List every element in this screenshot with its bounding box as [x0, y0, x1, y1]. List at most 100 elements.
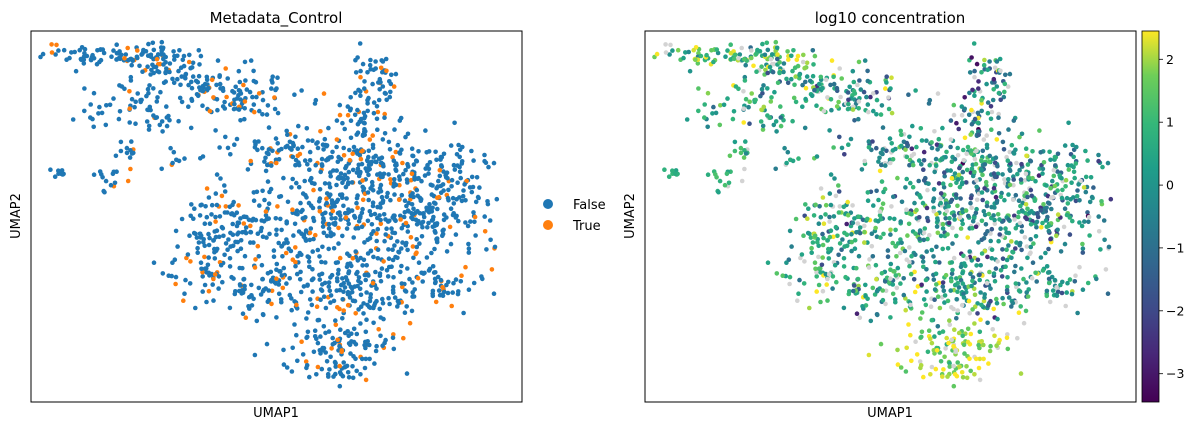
- scatter-point: [886, 95, 891, 100]
- scatter-point: [800, 59, 806, 65]
- scatter-point: [941, 184, 947, 190]
- scatter-point: [305, 138, 311, 143]
- scatter-point: [994, 296, 999, 302]
- scatter-point: [1000, 139, 1006, 145]
- scatter-point: [866, 145, 872, 150]
- scatter-point: [1041, 202, 1046, 207]
- scatter-point: [1065, 280, 1070, 286]
- scatter-point: [1066, 167, 1072, 172]
- scatter-point: [245, 167, 251, 172]
- scatter-point: [1028, 244, 1034, 250]
- scatter-point: [367, 62, 373, 68]
- scatter-point: [765, 47, 771, 53]
- scatter-point: [1021, 276, 1026, 282]
- scatter-point: [293, 245, 298, 250]
- scatter-point: [231, 106, 237, 112]
- scatter-point: [847, 289, 852, 294]
- scatter-point: [371, 320, 376, 326]
- scatter-point: [874, 276, 879, 282]
- scatter-point: [347, 157, 353, 163]
- scatter-point: [347, 342, 353, 348]
- scatter-point: [222, 189, 228, 194]
- scatter-point: [320, 224, 326, 229]
- scatter-point: [1080, 250, 1086, 255]
- scatter-point: [984, 200, 990, 205]
- scatter-point: [924, 267, 929, 272]
- scatter-point: [726, 180, 732, 186]
- scatter-point: [362, 342, 367, 348]
- scatter-point: [1019, 229, 1025, 234]
- scatter-point: [299, 231, 304, 236]
- scatter-point: [321, 147, 326, 152]
- scatter-point: [345, 181, 351, 187]
- scatter-point: [777, 60, 782, 65]
- scatter-point: [406, 209, 411, 214]
- scatter-point: [954, 233, 959, 239]
- scatter-point: [345, 112, 351, 118]
- scatter-point: [991, 185, 997, 191]
- scatter-point: [273, 216, 279, 221]
- scatter-point: [424, 255, 430, 260]
- scatter-point: [1030, 260, 1036, 266]
- scatter-point: [873, 225, 878, 231]
- scatter-point: [856, 106, 861, 111]
- scatter-point: [1024, 290, 1029, 295]
- scatter-point: [974, 178, 979, 183]
- scatter-point: [58, 171, 64, 177]
- scatter-point: [363, 356, 369, 362]
- scatter-point: [960, 333, 965, 339]
- scatter-point: [270, 74, 276, 79]
- scatter-point: [323, 330, 328, 336]
- scatter-point: [273, 136, 279, 141]
- scatter-point: [743, 151, 749, 156]
- scatter-point: [1028, 237, 1033, 242]
- scatter-point: [861, 89, 867, 95]
- scatter-point: [446, 187, 451, 193]
- scatter-point: [733, 52, 738, 58]
- left-axes-frame: [30, 30, 523, 403]
- scatter-point: [979, 108, 984, 114]
- scatter-point: [157, 122, 163, 128]
- scatter-point: [295, 253, 300, 259]
- scatter-point: [805, 216, 810, 221]
- scatter-point: [156, 69, 162, 75]
- scatter-point: [293, 134, 298, 140]
- scatter-point: [372, 303, 377, 308]
- scatter-point: [992, 174, 998, 179]
- scatter-point: [662, 167, 667, 172]
- scatter-point: [1064, 290, 1069, 295]
- scatter-point: [339, 348, 345, 353]
- scatter-point: [913, 88, 918, 93]
- scatter-point: [88, 102, 93, 107]
- scatter-point: [889, 75, 894, 80]
- scatter-point: [1030, 149, 1035, 154]
- scatter-point: [227, 264, 233, 269]
- scatter-point: [161, 56, 166, 62]
- scatter-point: [385, 274, 391, 279]
- scatter-point: [364, 317, 369, 323]
- scatter-point: [991, 306, 996, 312]
- scatter-point: [411, 162, 417, 167]
- scatter-point: [895, 347, 900, 353]
- scatter-point: [227, 204, 233, 210]
- left-panel: Metadata_Control UMAP1 UMAP2 False True: [9, 9, 606, 421]
- scatter-point: [423, 128, 428, 133]
- scatter-point: [426, 171, 431, 176]
- scatter-point: [888, 267, 893, 273]
- scatter-point: [365, 108, 371, 114]
- scatter-point: [820, 195, 826, 200]
- scatter-point: [367, 298, 373, 304]
- scatter-point: [441, 188, 446, 193]
- scatter-point: [127, 155, 133, 160]
- scatter-point: [246, 304, 251, 309]
- scatter-point: [354, 271, 359, 277]
- scatter-point: [175, 244, 180, 249]
- scatter-point: [384, 97, 390, 103]
- scatter-point: [343, 215, 349, 220]
- scatter-point: [851, 283, 857, 288]
- scatter-point: [984, 203, 990, 209]
- scatter-point: [91, 90, 97, 96]
- scatter-point: [53, 52, 58, 57]
- scatter-point: [938, 191, 944, 196]
- scatter-point: [772, 89, 777, 95]
